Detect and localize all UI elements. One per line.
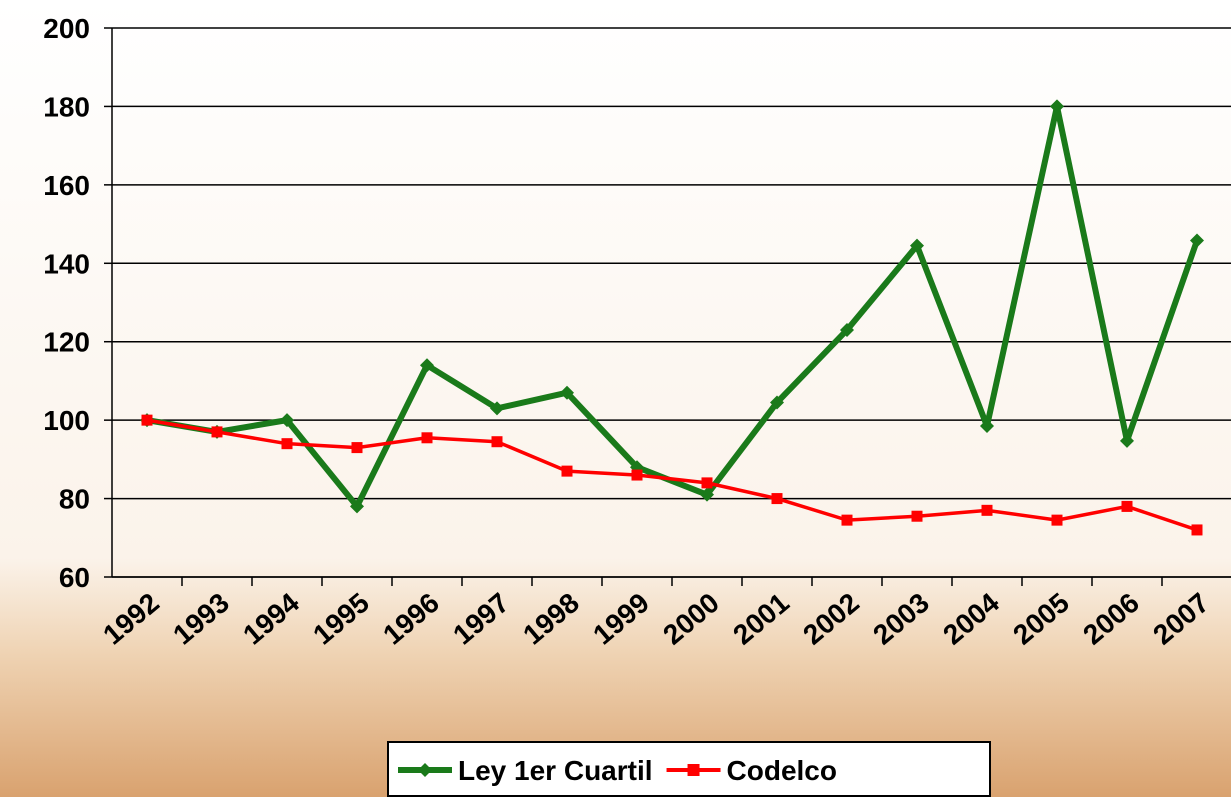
y-tick-label: 100 xyxy=(43,405,90,436)
y-tick-label: 200 xyxy=(43,13,90,44)
y-tick-label: 180 xyxy=(43,91,90,122)
point xyxy=(701,477,713,489)
legend-marker xyxy=(418,763,432,777)
legend-marker xyxy=(687,764,700,776)
point xyxy=(1190,233,1204,248)
legend: Ley 1er Cuartil Codelco xyxy=(387,741,991,797)
point xyxy=(351,442,363,454)
point xyxy=(281,438,293,450)
point xyxy=(631,469,643,481)
legend-label: Codelco xyxy=(727,755,837,786)
point xyxy=(981,504,993,516)
point xyxy=(490,401,504,416)
point xyxy=(770,395,784,410)
y-tick-label: 120 xyxy=(43,327,90,358)
point xyxy=(841,514,853,526)
y-tick-label: 140 xyxy=(43,248,90,279)
point xyxy=(1121,500,1133,512)
point xyxy=(141,414,153,426)
point xyxy=(910,238,924,253)
point xyxy=(980,419,994,434)
point xyxy=(1050,99,1064,114)
point xyxy=(1120,433,1134,448)
y-tick-label: 60 xyxy=(59,562,90,593)
point xyxy=(1191,524,1203,536)
point xyxy=(421,432,433,444)
series-line xyxy=(146,418,1198,532)
point xyxy=(491,436,503,448)
point xyxy=(560,385,574,400)
point xyxy=(1051,514,1063,526)
point xyxy=(771,493,783,505)
point xyxy=(280,413,294,428)
point xyxy=(911,510,923,522)
y-tick-label: 160 xyxy=(43,170,90,201)
point xyxy=(211,426,223,438)
point xyxy=(840,322,854,337)
legend-label: Ley 1er Cuartil xyxy=(458,755,653,786)
point xyxy=(561,465,573,477)
y-tick-label: 80 xyxy=(59,484,90,515)
point xyxy=(700,487,714,502)
point xyxy=(420,358,434,373)
series-line xyxy=(146,103,1200,510)
point xyxy=(350,499,364,514)
